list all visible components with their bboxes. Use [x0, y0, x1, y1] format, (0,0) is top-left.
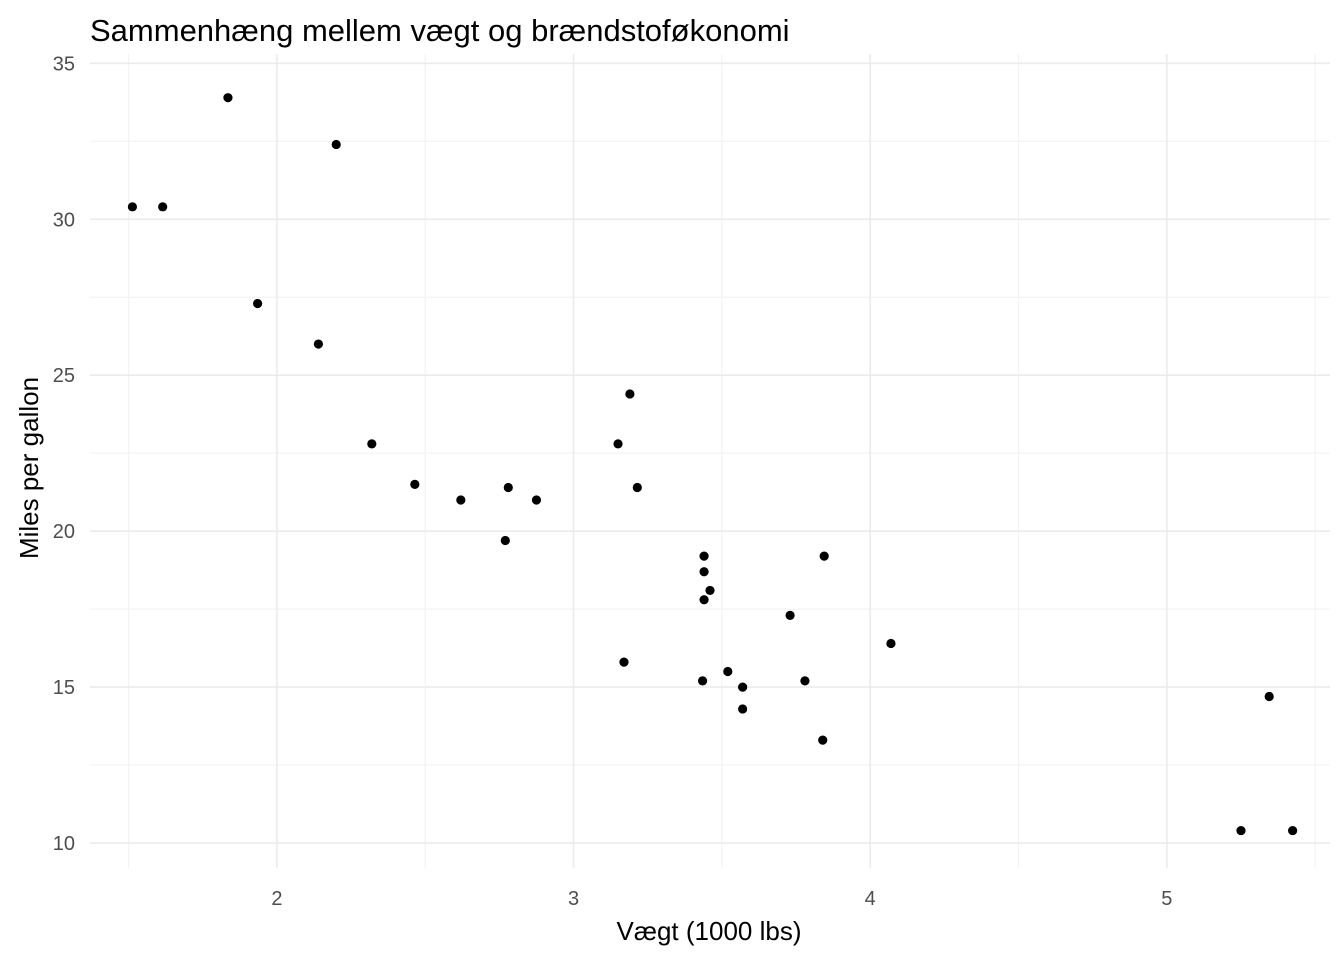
x-axis-title: Vægt (1000 lbs)	[617, 916, 802, 946]
scatter-point	[699, 551, 709, 561]
scatter-point	[886, 638, 896, 649]
y-tick-label: 35	[53, 53, 75, 75]
scatter-point	[127, 202, 138, 212]
scatter-point	[632, 482, 642, 493]
chart-title: Sammenhæng mellem vægt og brændstoføkono…	[90, 13, 790, 48]
scatter-point	[738, 682, 748, 692]
scatter-point	[699, 567, 709, 577]
scatter-point	[1236, 825, 1246, 836]
scatter-point	[331, 139, 341, 150]
scatter-point	[253, 298, 263, 309]
y-axis-tick-labels: 10 15 20 25 30 35	[53, 53, 75, 855]
scatter-point	[697, 676, 708, 686]
scatter-point	[158, 202, 168, 212]
scatter-point	[223, 93, 233, 103]
scatter-point	[456, 495, 466, 505]
scatter-point	[503, 482, 513, 493]
scatter-point	[1288, 825, 1298, 836]
y-tick-label: 15	[53, 677, 75, 699]
scatter-point	[723, 666, 733, 677]
scatter-point	[800, 676, 810, 686]
scatter-point	[738, 704, 748, 714]
scatter-point	[500, 535, 510, 546]
scatter-point	[705, 585, 715, 596]
x-tick-label: 3	[568, 888, 579, 910]
y-tick-label: 25	[53, 365, 75, 387]
y-tick-label: 20	[53, 521, 75, 543]
x-tick-label: 2	[271, 888, 282, 910]
x-axis-tick-labels: 2 3 4 5	[271, 888, 1172, 910]
major-gridlines	[90, 54, 1330, 868]
scatter-point	[819, 551, 829, 561]
x-tick-label: 4	[865, 888, 876, 910]
scatter-point	[367, 439, 377, 449]
x-tick-label: 5	[1161, 888, 1172, 910]
scatter-point	[313, 339, 324, 349]
scatter-point	[785, 610, 795, 620]
scatter-point	[1264, 691, 1274, 702]
scatter-point	[625, 389, 635, 399]
data-points	[127, 93, 1298, 836]
y-tick-label: 10	[53, 833, 75, 855]
scatter-point	[699, 595, 709, 605]
y-axis-title: Miles per gallon	[14, 377, 44, 559]
y-tick-label: 30	[53, 209, 75, 231]
scatter-point	[818, 735, 828, 745]
scatter-point	[531, 495, 542, 505]
scatter-point	[613, 439, 623, 449]
minor-gridlines	[90, 54, 1330, 868]
scatter-point	[410, 479, 420, 489]
scatter-point	[619, 657, 629, 667]
